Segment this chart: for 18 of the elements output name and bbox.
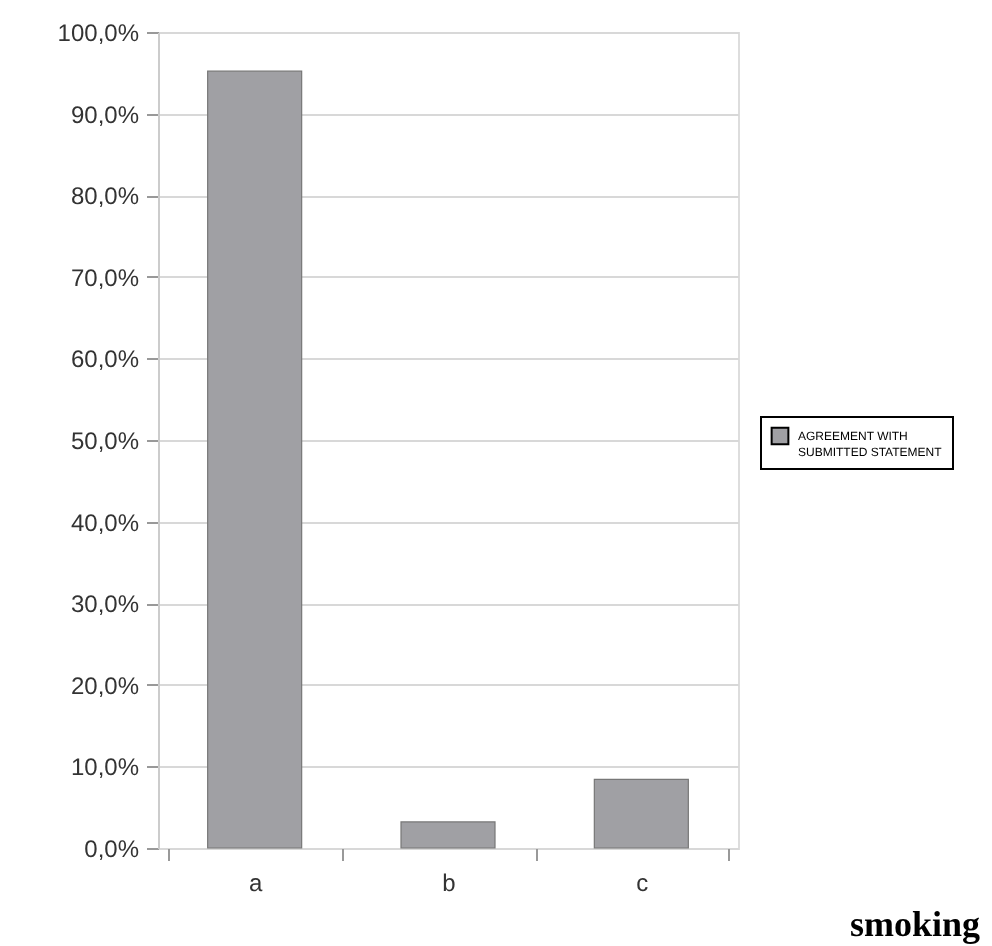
x-tick-label: c	[636, 869, 649, 897]
bar	[207, 70, 303, 849]
y-tick-label: 60,0%	[70, 345, 140, 374]
y-tick-label: 80,0%	[70, 182, 140, 211]
y-tick-label: 50,0%	[70, 427, 140, 455]
x-tick-label: a	[248, 869, 263, 897]
y-tick-label: 70,0%	[70, 263, 140, 292]
y-tick-label: 30,0%	[70, 590, 140, 619]
y-tick-label: 40,0%	[70, 508, 140, 537]
y-tick-label: 100,0%	[57, 19, 140, 47]
text: smoking	[849, 904, 980, 944]
x-tick-label: b	[442, 869, 457, 897]
y-tick-label: 10,0%	[70, 753, 140, 782]
bar	[593, 778, 689, 849]
y-tick-label: 20,0%	[70, 671, 140, 700]
bar	[400, 821, 496, 849]
y-tick-label: 90,0%	[70, 100, 140, 129]
y-tick-label: 0,0%	[84, 835, 140, 863]
